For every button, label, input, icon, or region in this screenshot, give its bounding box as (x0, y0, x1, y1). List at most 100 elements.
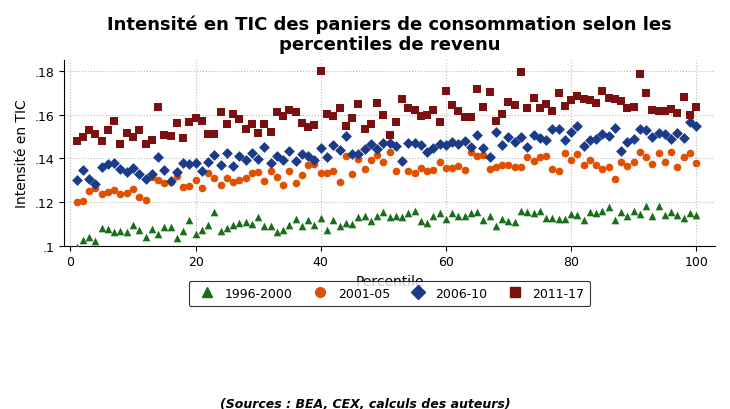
Point (415, 166, 427, 172)
Point (503, 218, 515, 225)
Point (672, 212, 683, 218)
Point (239, 157, 251, 164)
Point (553, 126, 564, 133)
Point (434, 159, 445, 166)
Point (83, 176, 95, 183)
Point (146, 226, 158, 232)
Point (83, 188, 95, 195)
Point (665, 106, 677, 113)
Point (372, 152, 383, 159)
Point (246, 121, 258, 128)
Point (615, 149, 627, 155)
Point (428, 213, 439, 220)
Point (428, 168, 439, 174)
Point (302, 153, 314, 160)
Point (108, 188, 120, 194)
Point (209, 131, 220, 138)
Point (496, 163, 508, 169)
Point (139, 177, 151, 183)
Point (372, 101, 383, 108)
Point (640, 155, 652, 161)
Point (584, 209, 596, 216)
Point (258, 223, 270, 230)
Point (659, 131, 671, 138)
Point (290, 216, 301, 222)
Point (328, 142, 339, 148)
Point (453, 213, 464, 220)
Point (553, 90, 564, 97)
Point (603, 133, 615, 139)
Point (540, 215, 552, 221)
Point (672, 164, 683, 171)
Point (534, 155, 545, 162)
Point (328, 168, 339, 175)
Point (496, 216, 508, 222)
Point (334, 148, 345, 154)
Point (415, 218, 427, 225)
Point (459, 138, 471, 145)
Point (490, 223, 502, 229)
Point (346, 171, 358, 178)
Point (572, 152, 583, 158)
Point (284, 168, 296, 175)
Point (139, 197, 151, 204)
Point (609, 126, 620, 132)
Point (591, 101, 602, 107)
Point (183, 183, 195, 189)
Point (647, 134, 658, 141)
Point (271, 109, 283, 116)
Point (246, 221, 258, 227)
Point (390, 119, 402, 126)
Point (121, 169, 133, 176)
Point (121, 190, 133, 196)
Point (440, 88, 452, 95)
Point (472, 153, 483, 160)
Point (202, 222, 214, 229)
Point (647, 213, 658, 220)
Point (515, 70, 527, 76)
Point (296, 152, 308, 158)
Point (83, 234, 95, 240)
Point (534, 209, 545, 215)
Point (102, 190, 114, 196)
Point (621, 213, 633, 220)
Point (490, 119, 502, 125)
Point (234, 116, 245, 123)
Point (209, 175, 220, 182)
Point (665, 209, 677, 216)
Point (372, 146, 383, 153)
Point (577, 218, 589, 224)
Point (221, 176, 233, 182)
Point (177, 160, 189, 167)
Point (509, 165, 520, 171)
Point (621, 140, 633, 146)
Point (591, 137, 602, 143)
Point (596, 132, 608, 138)
Point (665, 136, 677, 143)
Point (139, 141, 151, 148)
Point (628, 104, 639, 111)
Point (609, 217, 620, 223)
Point (678, 136, 690, 142)
Point (209, 210, 220, 216)
Point (290, 109, 301, 116)
Point (659, 108, 671, 115)
Point (315, 145, 326, 152)
Point (215, 162, 226, 169)
Point (246, 151, 258, 157)
Point (684, 210, 696, 216)
Point (134, 227, 145, 234)
Point (309, 122, 320, 129)
Point (559, 216, 571, 222)
Point (609, 96, 620, 103)
Point (346, 221, 358, 228)
Point (384, 149, 396, 156)
Point (277, 182, 289, 189)
Point (402, 106, 414, 112)
Point (115, 192, 126, 198)
Point (503, 134, 515, 141)
Point (684, 112, 696, 119)
Point (177, 184, 189, 191)
Point (121, 229, 133, 236)
Point (691, 104, 702, 111)
